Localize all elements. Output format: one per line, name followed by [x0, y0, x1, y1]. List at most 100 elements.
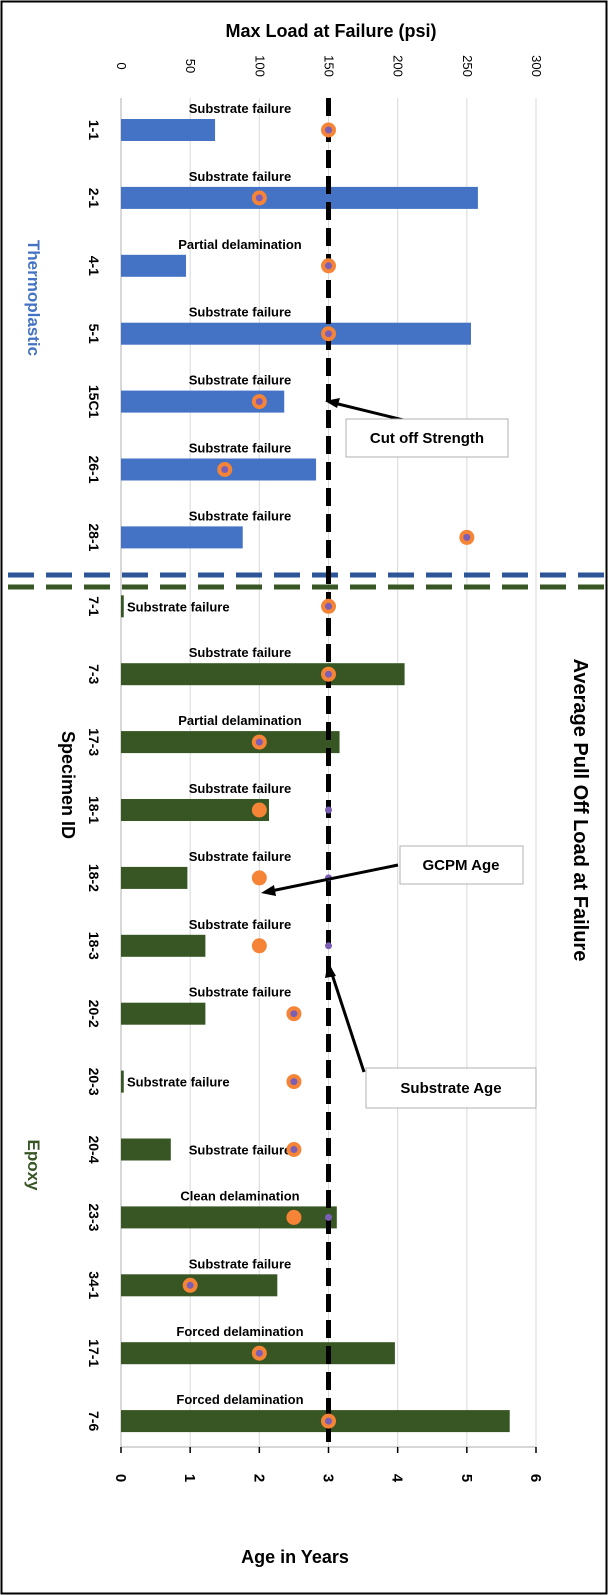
bar-4-1: [121, 254, 187, 277]
specimen-label: 23-3: [86, 1203, 102, 1231]
bottom-axis-tick-label: 0: [112, 1474, 129, 1482]
chart-title: Average Pull Off Load at Failure: [569, 659, 591, 962]
category-axis-title: Specimen ID: [58, 731, 78, 839]
bar-17-3: [121, 731, 340, 754]
bar-7-1: [121, 595, 124, 618]
failure-annotation: Forced delamination: [176, 1392, 303, 1407]
bar-20-2: [121, 1002, 206, 1025]
gcpm-age-dot: [251, 870, 267, 886]
callout-substrate-age: Substrate Age: [325, 962, 537, 1109]
failure-annotation: Substrate failure: [189, 781, 292, 796]
bar-7-3: [121, 663, 405, 686]
top-axis-tick-label: 50: [183, 59, 198, 73]
substrate-age-dot: [290, 1078, 298, 1086]
failure-annotation: Substrate failure: [189, 1256, 292, 1271]
bar-34-1: [121, 1274, 278, 1297]
top-axis-tick-label: 150: [322, 55, 337, 77]
specimen-label: 28-1: [86, 523, 102, 551]
bottom-axis-ticks: 0 1 2 3 4 5 6: [112, 1447, 544, 1483]
failure-annotation: Substrate failure: [189, 169, 292, 184]
callout-gcpm-age-text: GCPM Age: [423, 857, 500, 874]
specimen-label: 26-1: [86, 455, 102, 483]
failure-annotation: Substrate failure: [127, 1075, 230, 1090]
substrate-age-dot: [325, 126, 332, 134]
substrate-age-dot: [325, 670, 332, 678]
callout-substrate-age-text: Substrate Age: [400, 1080, 501, 1097]
callout-cut-off-strength: Cut off Strength: [325, 398, 509, 458]
top-axis-ticks: 0 50 100 150 200 250 300: [114, 55, 544, 77]
failure-annotation: Substrate failure: [189, 645, 292, 660]
bar-28-1: [121, 526, 243, 549]
bar-15C1: [121, 390, 285, 413]
bar-18-3: [121, 934, 206, 957]
specimen-label: 7-6: [86, 1411, 102, 1431]
top-axis-tick-label: 250: [460, 55, 475, 77]
failure-annotation: Forced delamination: [176, 1324, 303, 1339]
substrate-age-dot: [325, 602, 332, 610]
bar-18-2: [121, 866, 188, 889]
specimen-labels-layer: 1-1 2-1 4-1 5-1 15C1 26-1 28-1 7-1 7-3 17-3 18-1 18…: [86, 120, 102, 1432]
top-axis-tick-label: 100: [252, 55, 267, 77]
substrate-age-dot: [255, 398, 263, 406]
failure-annotations-layer: Substrate failure Substrate failure Partia…: [127, 101, 304, 1407]
substrate-age-dot: [221, 466, 229, 473]
gcpm-age-dot: [251, 802, 267, 818]
top-axis-tick-label: 0: [114, 62, 129, 69]
top-axis-title: Max Load at Failure (psi): [225, 21, 436, 41]
failure-annotation: Substrate failure: [189, 373, 292, 388]
substrate-age-dot: [325, 1417, 332, 1425]
failure-annotation: Partial delamination: [178, 713, 302, 728]
substrate-age-dot: [255, 738, 263, 746]
specimen-label: 18-2: [86, 864, 102, 892]
specimen-label: 7-3: [86, 664, 102, 684]
bar-5-1: [121, 322, 471, 345]
failure-annotation: Clean delamination: [180, 1188, 299, 1203]
failure-annotation: Substrate failure: [189, 101, 292, 116]
bottom-axis-tick-label: 2: [250, 1474, 267, 1482]
specimen-label: 20-2: [86, 1000, 102, 1028]
specimen-label: 20-3: [86, 1068, 102, 1096]
specimen-label: 17-3: [86, 728, 102, 756]
bottom-axis-tick-label: 6: [527, 1474, 544, 1482]
bar-23-3: [121, 1206, 337, 1229]
bar-18-1: [121, 799, 270, 821]
bar-1-1: [121, 119, 216, 141]
substrate-age-dot: [325, 942, 332, 950]
failure-annotation: Substrate failure: [189, 985, 292, 1000]
substrate-age-dot: [325, 330, 332, 338]
failure-annotation: Substrate failure: [189, 1143, 292, 1158]
substrate-age-dot: [325, 806, 332, 814]
specimen-label: 18-1: [86, 796, 102, 824]
specimen-label: 4-1: [86, 256, 102, 276]
substrate-age-dot: [325, 262, 332, 270]
gcpm-age-dot: [251, 938, 267, 954]
substrate-age-dot: [255, 194, 263, 202]
bottom-axis-tick-label: 3: [320, 1474, 337, 1482]
specimen-label: 20-4: [86, 1135, 102, 1163]
bottom-axis-title: Age in Years: [241, 1547, 349, 1567]
group-label-thermoplastic: Thermoplastic: [24, 240, 43, 356]
substrate-age-dot: [186, 1281, 194, 1289]
bottom-axis-tick-label: 1: [181, 1474, 198, 1482]
failure-annotation: Partial delamination: [178, 237, 302, 252]
top-axis-tick-label: 300: [529, 55, 544, 77]
failure-annotation: Substrate failure: [189, 917, 292, 932]
specimen-label: 2-1: [86, 188, 102, 208]
substrate-age-dot: [463, 533, 471, 541]
specimen-label: 1-1: [86, 120, 102, 140]
specimen-label: 15C1: [86, 385, 102, 419]
specimen-label: 5-1: [86, 324, 102, 344]
bar-7-6: [121, 1410, 510, 1433]
callout-cut-off-strength-text: Cut off Strength: [370, 430, 484, 447]
specimen-label: 7-1: [86, 596, 102, 616]
failure-annotation: Substrate failure: [189, 849, 292, 864]
bottom-axis-tick-label: 4: [389, 1474, 406, 1483]
bottom-axis-tick-label: 5: [458, 1474, 475, 1482]
specimen-label: 17-1: [86, 1339, 102, 1367]
bar-20-3: [121, 1070, 124, 1093]
specimen-label: 34-1: [86, 1271, 102, 1299]
top-axis-tick-label: 200: [391, 55, 406, 77]
bar-20-4: [121, 1138, 171, 1161]
